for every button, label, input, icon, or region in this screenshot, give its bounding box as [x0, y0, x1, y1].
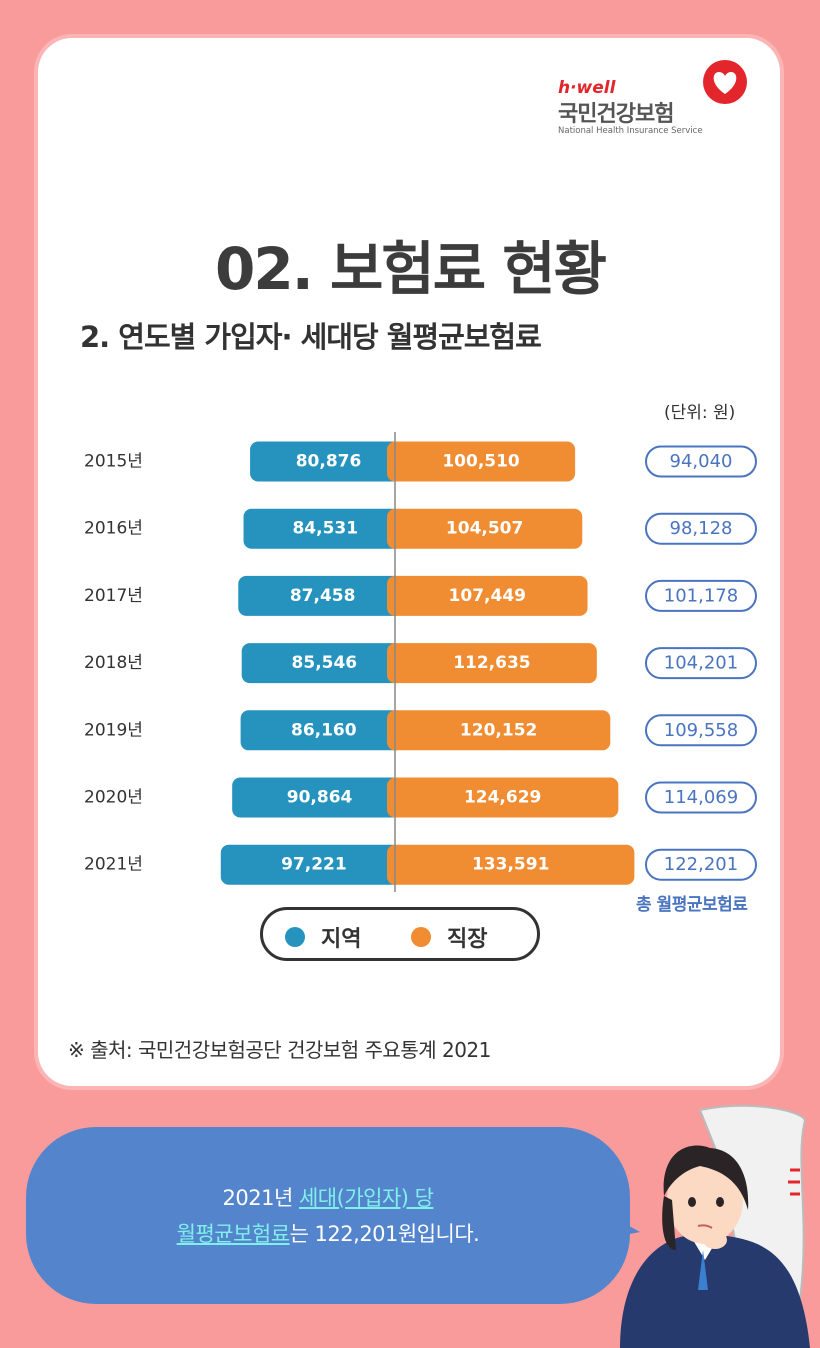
total-value-label: 104,201 [664, 653, 738, 674]
chart-subtitle: 2. 연도별 가입자· 세대당 월평균보험료 [80, 320, 542, 354]
year-label: 2017년 [84, 586, 143, 606]
legend-item-workplace: 직장 [411, 921, 487, 953]
total-series-label: 총 월평균보험료 [636, 895, 748, 915]
total-value-pill [645, 445, 757, 478]
source-note: ※ 출처: 국민건강보험공단 건강보험 주요통계 2021 [68, 1038, 491, 1062]
year-label: 2019년 [84, 720, 143, 740]
year-label: 2020년 [84, 788, 143, 808]
workplace-bar [387, 710, 611, 751]
regional-value-label: 86,160 [291, 720, 357, 740]
regional-value-label: 90,864 [287, 788, 353, 808]
total-value-label: 114,069 [664, 787, 738, 808]
year-label: 2021년 [84, 855, 143, 875]
legend-label-regional: 지역 [321, 927, 362, 952]
heart-icon [703, 60, 747, 104]
total-value-label: 94,040 [670, 451, 733, 472]
page-title: 02. 보험료 현황 [215, 235, 607, 303]
workplace-value-label: 104,507 [446, 519, 523, 539]
regional-value-label: 80,876 [296, 452, 362, 472]
workplace-bar [387, 777, 619, 818]
workplace-bar [387, 508, 583, 549]
total-value-label: 122,201 [664, 854, 738, 875]
bubble-message: 2021년 세대(가입자) 당 월평균보험료는 122,201원입니다. [26, 1180, 630, 1252]
workplace-bar [387, 844, 635, 885]
total-value-pill [645, 848, 757, 881]
person-with-document-illustration [620, 1104, 810, 1348]
regional-bar [232, 777, 403, 818]
regional-value-label: 84,531 [292, 519, 358, 539]
total-value-pill [645, 647, 757, 680]
regional-bar [243, 508, 403, 549]
bubble-line1-prefix: 2021년 [222, 1186, 299, 1210]
workplace-value-label: 124,629 [464, 788, 541, 808]
total-value-label: 98,128 [670, 518, 733, 539]
regional-bar [250, 441, 403, 482]
bubble-line1-highlight: 세대(가입자) 당 [298, 1186, 434, 1210]
regional-value-label: 85,546 [292, 653, 358, 673]
logo-english-name: National Health Insurance Service [558, 126, 703, 136]
nhis-logo: h·well 국민건강보험 National Health Insurance … [558, 60, 758, 140]
workplace-dot-icon [411, 927, 431, 947]
regional-bar [240, 710, 403, 751]
unit-label: (단위: 원) [664, 403, 736, 423]
legend-label-workplace: 직장 [447, 927, 488, 952]
regional-bar [238, 575, 403, 616]
workplace-bar [387, 643, 597, 684]
speech-bubble [26, 1127, 630, 1304]
workplace-bar [387, 575, 588, 616]
workplace-value-label: 120,152 [460, 720, 537, 740]
regional-dot-icon [285, 927, 305, 947]
regional-value-label: 97,221 [281, 855, 347, 875]
regional-value-label: 87,458 [290, 586, 356, 606]
workplace-value-label: 107,449 [449, 586, 526, 606]
total-value-pill [645, 781, 757, 814]
workplace-bar [387, 441, 576, 482]
regional-bar [220, 844, 403, 885]
workplace-value-label: 112,635 [453, 653, 530, 673]
workplace-value-label: 100,510 [442, 452, 520, 472]
premium-chart: 2015년 80,876 100,510 94,040 2016년 84,531 104,5… [84, 432, 757, 892]
bubble-line2-highlight: 월평균보험료 [176, 1222, 290, 1246]
logo-brand: h·well [558, 78, 616, 98]
total-value-label: 101,178 [664, 585, 738, 606]
logo-name: 국민건강보험 [558, 102, 674, 127]
year-label: 2018년 [84, 653, 143, 673]
total-value-pill [645, 512, 757, 545]
year-label: 2016년 [84, 519, 143, 539]
chart-legend: 지역 직장 [260, 907, 540, 961]
total-value-label: 109,558 [664, 720, 738, 741]
legend-item-regional: 지역 [285, 921, 361, 953]
total-value-pill [645, 579, 757, 612]
regional-bar [241, 643, 403, 684]
total-value-pill [645, 714, 757, 747]
bubble-tail [600, 1210, 640, 1240]
bubble-line2-suffix: 는 122,201원입니다. [289, 1222, 480, 1246]
year-label: 2015년 [84, 452, 143, 472]
workplace-value-label: 133,591 [472, 855, 549, 875]
